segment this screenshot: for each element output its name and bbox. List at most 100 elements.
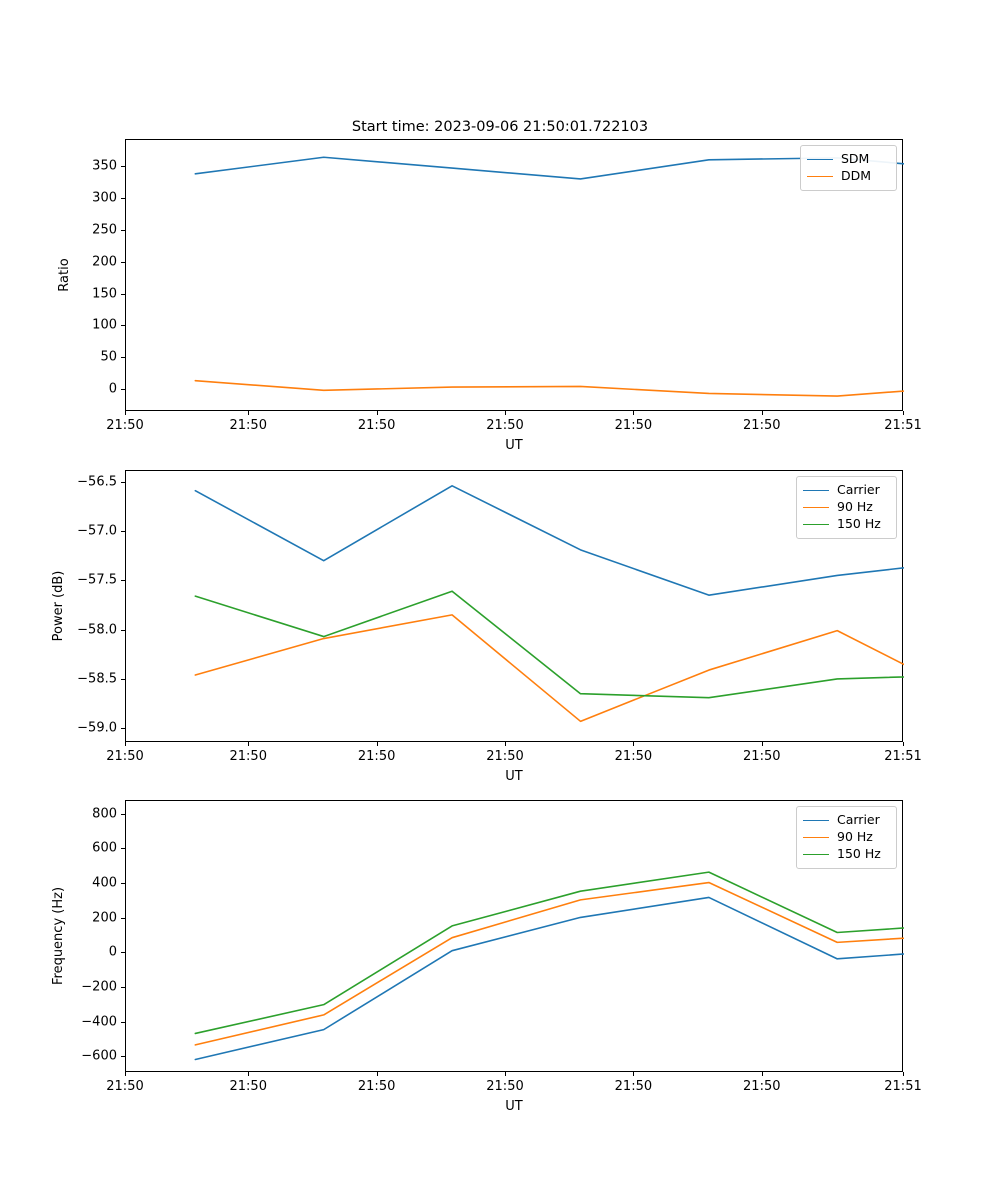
legend-label: Carrier [837, 482, 880, 498]
ytick-label: −56.5 [77, 474, 117, 490]
x-axis-label: UT [505, 1099, 523, 1114]
ytick-mark [121, 1021, 125, 1023]
legend-item-90-hz[interactable]: 90 Hz [803, 499, 889, 516]
xtick-label: 21:50 [614, 749, 653, 764]
legend-swatch-icon [803, 837, 829, 838]
xtick-label: 21:51 [884, 749, 922, 764]
legend-box[interactable]: Carrier 90 Hz 150 Hz [796, 806, 897, 869]
ytick-mark [121, 917, 125, 919]
legend-swatch-icon [803, 820, 829, 821]
xtick-label: 21:50 [106, 418, 144, 433]
ytick-mark [121, 229, 125, 231]
xtick-label: 21:50 [357, 749, 396, 764]
xtick-label: 21:50 [614, 1079, 653, 1094]
ytick-label: 200 [92, 910, 117, 926]
xtick-label: 21:50 [743, 1079, 781, 1094]
ytick-label: −57.5 [77, 572, 117, 588]
ytick-mark [121, 952, 125, 954]
xtick-mark [248, 742, 250, 746]
ytick-mark [121, 357, 125, 359]
xtick-label: 21:50 [486, 749, 524, 764]
legend-item-carrier[interactable]: Carrier [803, 812, 889, 829]
ytick-mark [121, 728, 125, 730]
ytick-label: 150 [92, 286, 117, 302]
ytick-mark [121, 261, 125, 263]
xtick-label: 21:50 [486, 418, 524, 433]
ytick-mark [121, 629, 125, 631]
ytick-mark [121, 197, 125, 199]
xtick-mark [633, 411, 635, 415]
plot-area-power[interactable] [125, 470, 904, 742]
ytick-label: 400 [92, 875, 117, 891]
xtick-mark [761, 742, 763, 746]
legend-label: SDM [841, 151, 870, 167]
xtick-mark [505, 411, 506, 415]
legend-swatch-icon [807, 176, 833, 177]
ytick-mark [121, 813, 125, 815]
x-axis-label: UT [505, 438, 523, 453]
xtick-mark [376, 742, 378, 746]
xtick-mark [376, 1072, 378, 1076]
xtick-label: 21:50 [743, 418, 781, 433]
xtick-label: 21:50 [486, 1079, 524, 1094]
ytick-label: −58.5 [77, 671, 117, 687]
series-line-ddm [194, 379, 904, 397]
xtick-label: 21:50 [357, 1079, 396, 1094]
xtick-mark [125, 742, 126, 746]
ytick-mark [121, 481, 125, 483]
legend-label: Carrier [837, 812, 880, 828]
xtick-mark [761, 1072, 763, 1076]
legend-swatch-icon [807, 159, 833, 160]
legend-item-150-hz[interactable]: 150 Hz [803, 516, 889, 533]
xtick-label: 21:50 [229, 1079, 267, 1094]
ytick-label: −57.0 [77, 523, 117, 539]
ytick-mark [121, 848, 125, 850]
ytick-label: 0 [108, 944, 117, 960]
panel-ratio: 21:50 21:50 21:50 21:50 21:50 21:50 21:51 UT 0 50… [0, 0, 1000, 460]
xtick-mark [376, 411, 378, 415]
xtick-label: 21:50 [229, 418, 267, 433]
xtick-label: 21:50 [106, 749, 144, 764]
xtick-mark [903, 411, 904, 415]
ytick-mark [121, 325, 125, 327]
ytick-mark [121, 165, 125, 167]
ytick-mark [121, 389, 125, 391]
legend-item-150-hz[interactable]: 150 Hz [803, 846, 889, 863]
ytick-mark [121, 531, 125, 533]
power-lines [194, 484, 904, 723]
xtick-label: 21:50 [614, 418, 653, 433]
legend-label: DDM [841, 168, 872, 184]
series-line-90-hz [194, 881, 904, 1046]
ytick-label: 800 [92, 806, 117, 822]
ytick-mark [121, 293, 125, 295]
ytick-label: 600 [92, 840, 117, 856]
legend-swatch-icon [803, 854, 829, 855]
legend-item-ddm[interactable]: DDM [807, 168, 889, 185]
ytick-label: −200 [81, 979, 117, 995]
plot-area-frequency[interactable] [125, 800, 904, 1072]
ratio-lines [194, 156, 904, 397]
legend-item-90-hz[interactable]: 90 Hz [803, 829, 889, 846]
xtick-mark [903, 1072, 904, 1076]
ytick-mark [121, 987, 125, 988]
legend-item-carrier[interactable]: Carrier [803, 482, 889, 499]
legend-box[interactable]: Carrier 90 Hz 150 Hz [796, 476, 897, 539]
xtick-mark [125, 411, 126, 415]
legend-label: 90 Hz [837, 829, 873, 845]
legend-label: 150 Hz [837, 516, 881, 532]
xtick-mark [633, 1072, 635, 1076]
series-line-carrier [194, 484, 904, 596]
plot-area-ratio[interactable] [125, 139, 904, 411]
legend-box[interactable]: SDM DDM [800, 145, 897, 191]
ytick-label: 300 [92, 190, 117, 206]
xtick-mark [761, 411, 763, 415]
panel-frequency: 21:50 21:50 21:50 21:50 21:50 21:50 21:51 UT −60… [51, 800, 922, 1114]
ytick-mark [121, 882, 125, 884]
legend-label: 90 Hz [837, 499, 873, 515]
ytick-label: −400 [81, 1014, 117, 1030]
ytick-label: 50 [100, 349, 117, 365]
xtick-label: 21:50 [106, 1079, 144, 1094]
y-axis-label: Frequency (Hz) [51, 886, 66, 986]
legend-item-sdm[interactable]: SDM [807, 151, 889, 168]
